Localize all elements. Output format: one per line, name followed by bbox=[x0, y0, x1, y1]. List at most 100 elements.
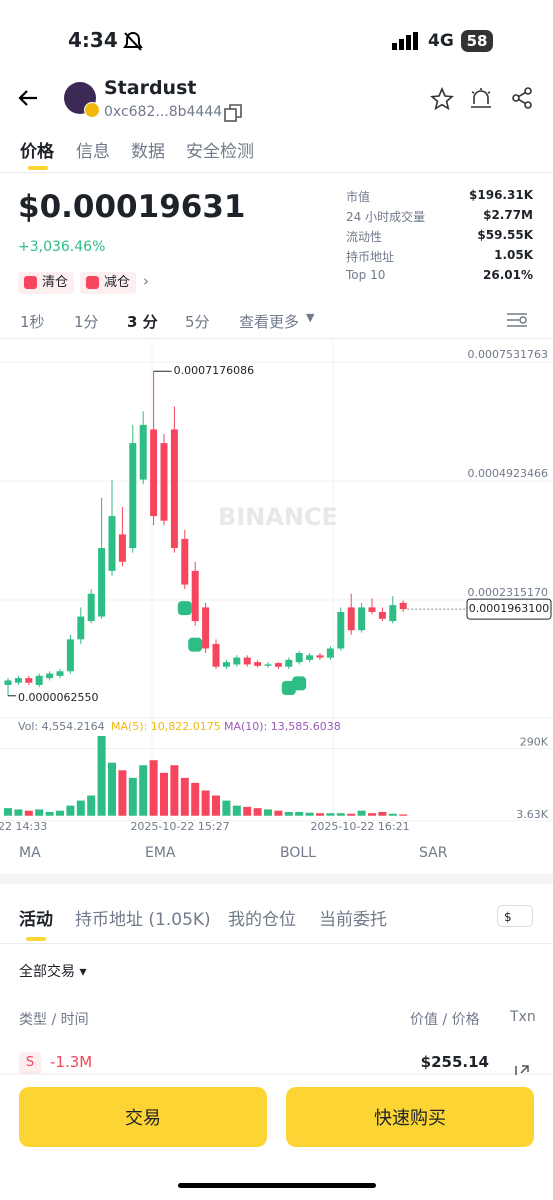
candle-body bbox=[295, 653, 303, 663]
interval[interactable]: 1分 bbox=[74, 313, 99, 331]
volume-bar bbox=[170, 765, 179, 816]
candle-body bbox=[108, 516, 116, 571]
favorite-icon[interactable] bbox=[430, 87, 454, 111]
stat-label: Top 10 bbox=[346, 268, 386, 282]
tab[interactable]: 安全检测 bbox=[186, 142, 254, 162]
interval[interactable]: 5分 bbox=[185, 313, 210, 331]
alert-icon[interactable] bbox=[469, 86, 493, 110]
chevron[interactable]: › bbox=[143, 272, 149, 290]
tab[interactable]: 信息 bbox=[76, 142, 110, 162]
volume-bar bbox=[45, 811, 54, 816]
activity-tab[interactable]: 活动 bbox=[19, 910, 53, 930]
tab[interactable]: 数据 bbox=[131, 142, 165, 162]
candle-body bbox=[35, 675, 43, 685]
volume-bar bbox=[35, 809, 44, 816]
indicator[interactable]: SAR bbox=[419, 845, 448, 861]
trade-button[interactable]: 交易 bbox=[19, 1087, 267, 1147]
amount: -1.3M bbox=[50, 1053, 93, 1071]
token-name: Stardust bbox=[104, 77, 197, 99]
back-button[interactable] bbox=[16, 86, 40, 110]
badge-text: 清仓 bbox=[42, 275, 69, 290]
currency-toggle[interactable]: $ bbox=[497, 905, 533, 927]
volume-bar bbox=[357, 810, 366, 816]
candle-body bbox=[264, 664, 272, 666]
mute-icon bbox=[123, 31, 143, 51]
volume-bar bbox=[139, 765, 148, 816]
share-icon[interactable] bbox=[510, 86, 534, 110]
indicator[interactable]: BOLL bbox=[280, 845, 316, 861]
low-label: 0.0000062550 bbox=[18, 691, 98, 704]
candle-body bbox=[285, 659, 293, 667]
stat-label: 持币地址 bbox=[346, 250, 395, 264]
tab[interactable]: 价格 bbox=[20, 142, 54, 162]
candle-body bbox=[160, 443, 168, 521]
volume-bar bbox=[108, 762, 116, 816]
activity-tab[interactable]: 我的仓位 bbox=[228, 910, 296, 930]
volume-bar bbox=[76, 800, 85, 816]
volume-bar bbox=[160, 772, 168, 816]
candle-body bbox=[358, 607, 366, 631]
address-text: 0xc682...8b4444 bbox=[104, 104, 223, 120]
candle-body bbox=[212, 643, 220, 667]
buy-marker bbox=[188, 637, 203, 652]
candle-body bbox=[254, 662, 262, 666]
badge-icon bbox=[24, 276, 37, 289]
volume-bar bbox=[388, 813, 397, 816]
volume-bar bbox=[212, 795, 220, 816]
candle-body bbox=[399, 602, 407, 610]
stat-label: 市值 bbox=[346, 190, 371, 204]
candle-body bbox=[170, 429, 178, 549]
candle-body bbox=[389, 605, 397, 622]
activity-tab[interactable]: 当前委托 bbox=[319, 910, 387, 930]
value: $255.14 bbox=[420, 1053, 489, 1071]
volume-bar bbox=[24, 810, 33, 816]
stat-value: 26.01% bbox=[483, 268, 533, 282]
interval[interactable]: 3 分 bbox=[127, 313, 158, 331]
activity-tab[interactable]: 持币地址 (1.05K) bbox=[75, 910, 211, 930]
candle-body bbox=[243, 657, 251, 665]
volume-bar bbox=[222, 800, 231, 816]
y-tick-label: 0.0007531763 bbox=[468, 348, 548, 361]
interval[interactable]: 查看更多 bbox=[239, 313, 300, 331]
volume-tick-label: 3.63K bbox=[516, 808, 548, 821]
watermark: BINANCE bbox=[218, 503, 338, 531]
volume-bar bbox=[118, 770, 127, 816]
stat-value: $2.77M bbox=[483, 208, 533, 222]
volume-bar bbox=[232, 805, 241, 816]
candle-body bbox=[14, 678, 22, 683]
volume-bar bbox=[87, 795, 96, 816]
candle-body bbox=[150, 429, 158, 517]
indicator[interactable]: MA bbox=[19, 845, 41, 861]
candle-body bbox=[98, 548, 106, 617]
high-label: 0.0007176086 bbox=[174, 364, 254, 377]
indicator[interactable]: EMA bbox=[145, 845, 176, 861]
interval[interactable]: 1秒 bbox=[20, 313, 45, 331]
candle-body bbox=[181, 538, 189, 585]
volume-bar bbox=[128, 777, 137, 816]
buy-marker bbox=[292, 676, 307, 691]
candle-body bbox=[233, 657, 241, 665]
home-indicator bbox=[178, 1183, 376, 1188]
quick-buy-button[interactable]: 快速购买 bbox=[286, 1087, 534, 1147]
y-tick-label: 0.0002315170 bbox=[468, 586, 548, 599]
stat-value: $196.31K bbox=[469, 188, 533, 202]
filter[interactable]: 全部交易 ▾ bbox=[19, 964, 87, 980]
price: $0.00019631 bbox=[18, 189, 246, 225]
settings-icon[interactable] bbox=[506, 311, 528, 329]
token-address: 0xc682...8b4444 bbox=[104, 104, 222, 120]
candle-body bbox=[46, 673, 54, 679]
volume-bar bbox=[4, 808, 12, 816]
currency: $ bbox=[504, 910, 512, 924]
time-label: 22 14:33 bbox=[0, 820, 47, 833]
battery: 58 bbox=[461, 30, 493, 52]
tab-indicator bbox=[26, 937, 46, 941]
candle-body bbox=[139, 424, 147, 480]
copy-icon[interactable] bbox=[224, 104, 242, 122]
stat-value: $59.55K bbox=[477, 228, 533, 242]
candle-body bbox=[118, 534, 126, 562]
stat-label: 流动性 bbox=[346, 230, 383, 244]
chain-badge bbox=[84, 102, 100, 118]
candle-body bbox=[378, 611, 386, 619]
divider bbox=[0, 338, 553, 339]
